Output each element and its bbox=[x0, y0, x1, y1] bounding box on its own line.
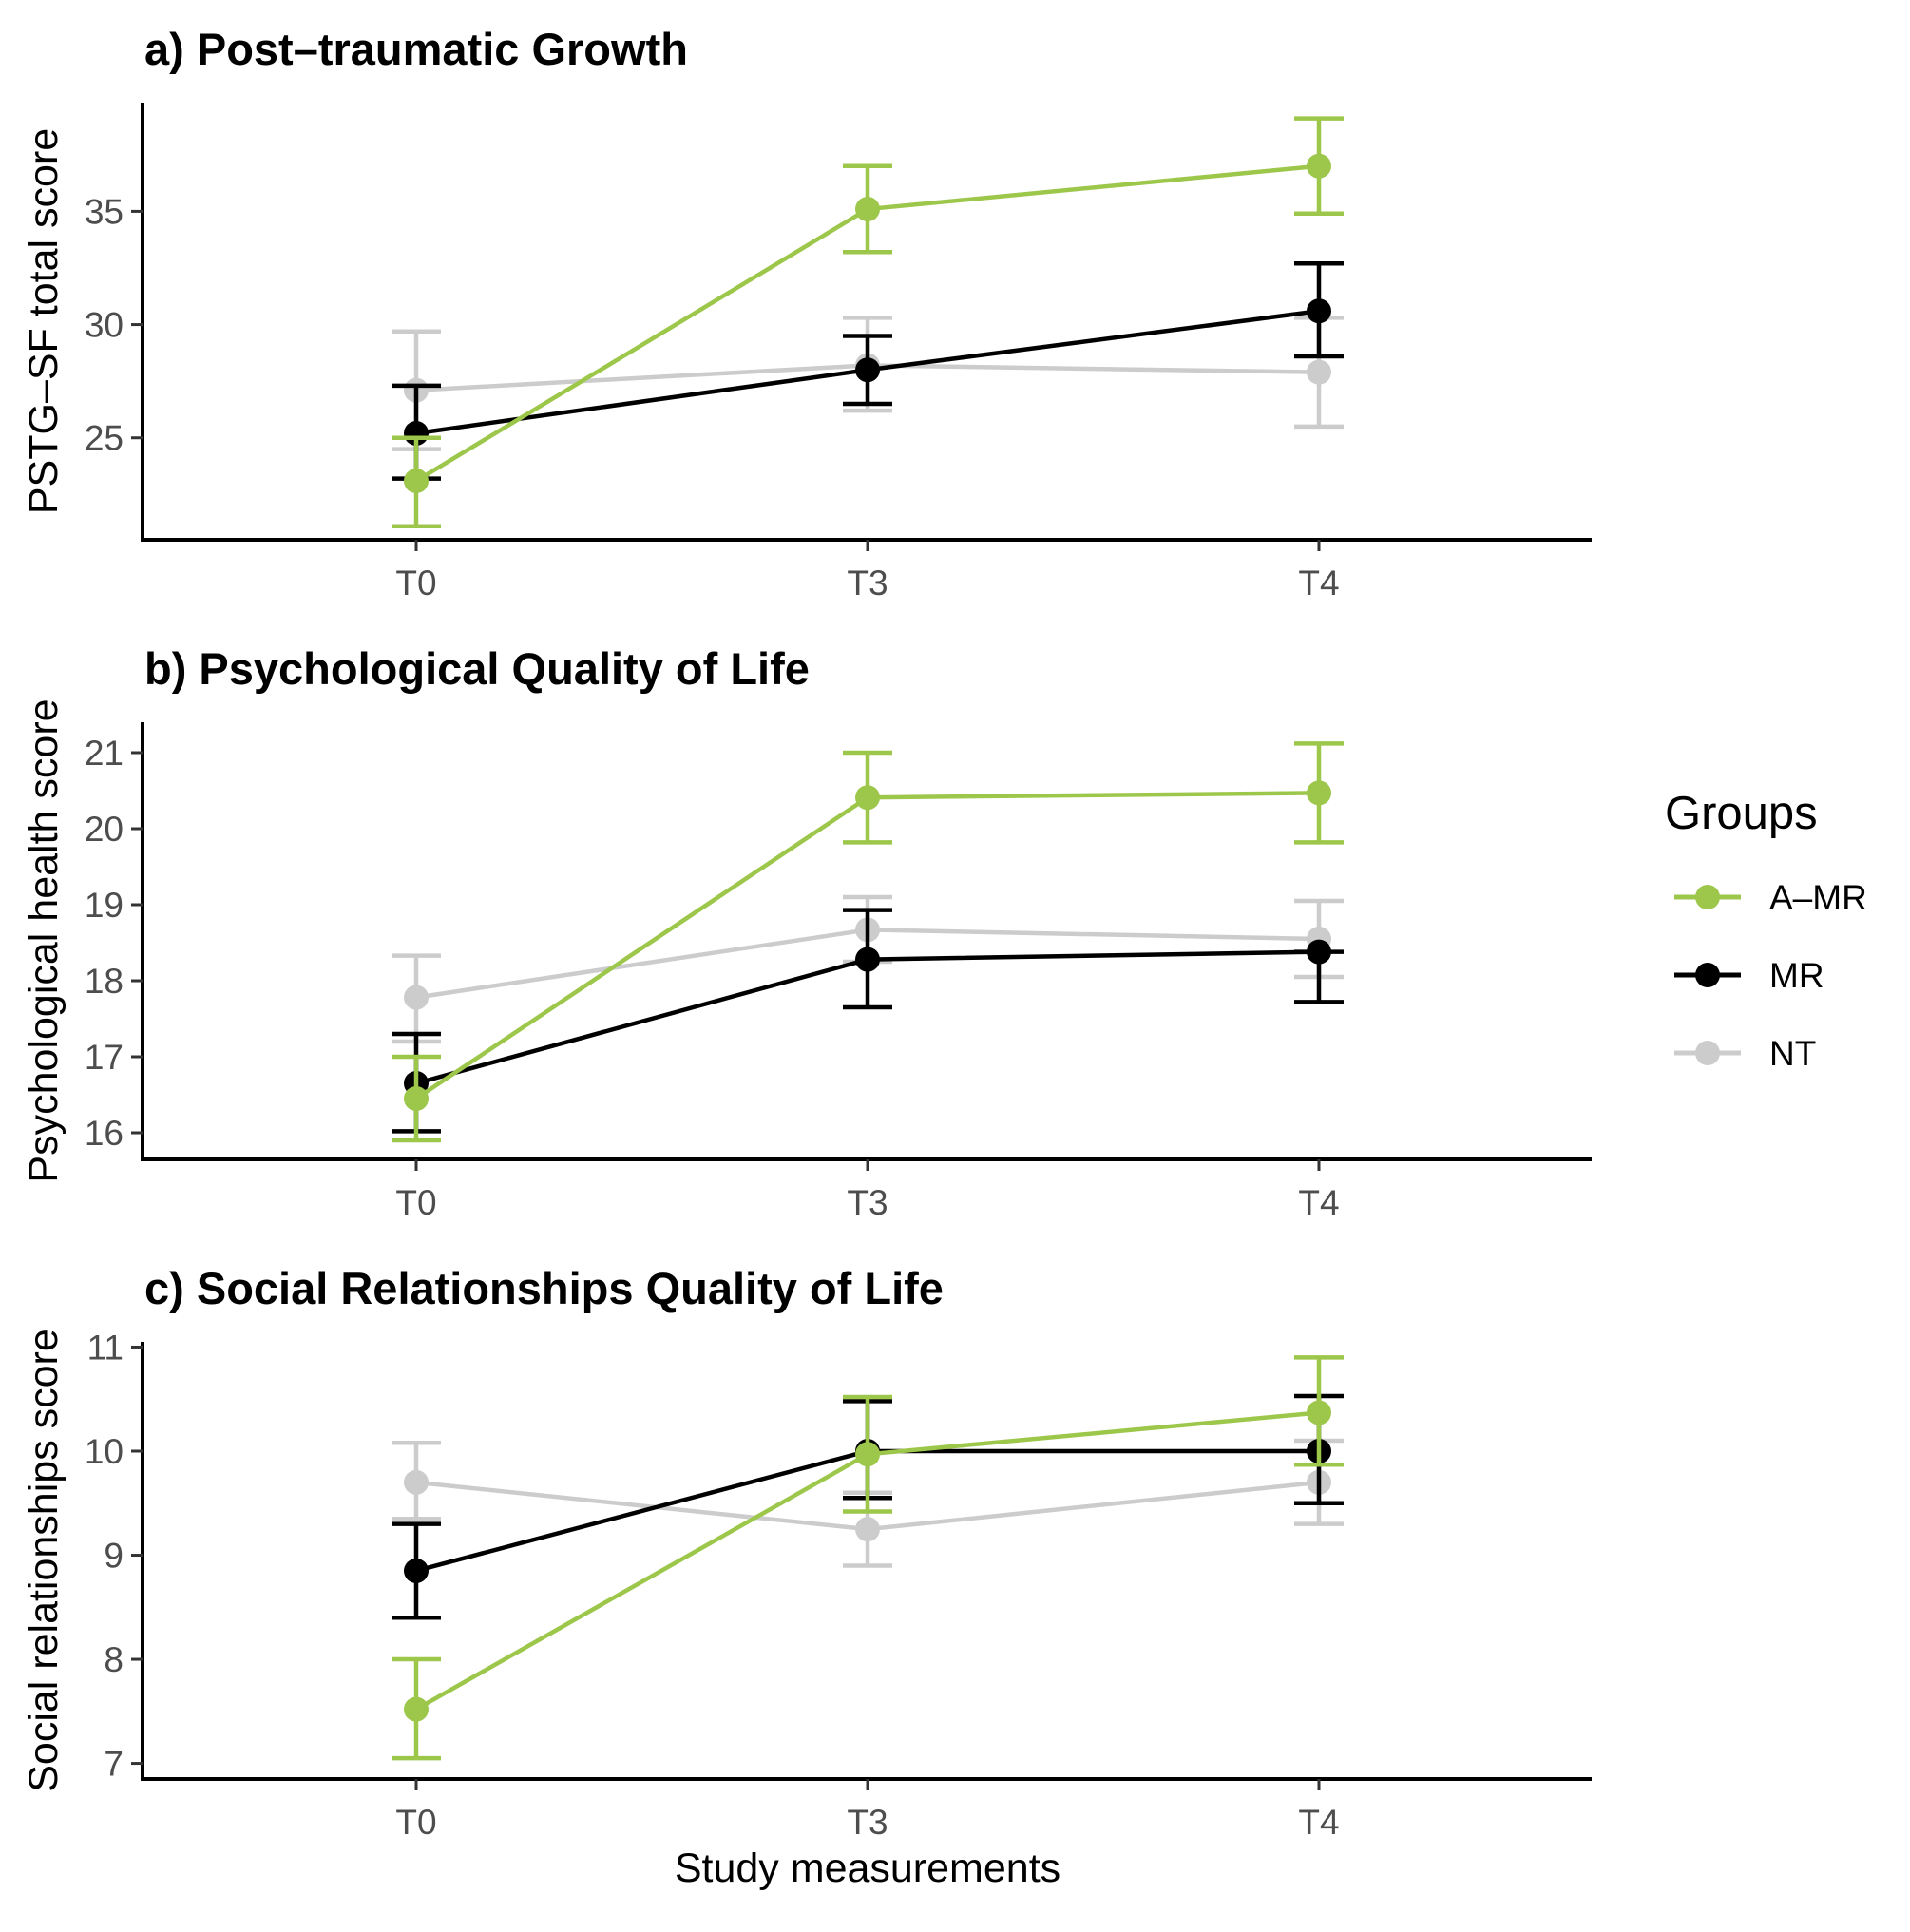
y-tick-label: 25 bbox=[85, 419, 124, 458]
data-point bbox=[404, 469, 429, 494]
panel-post-traumatic-growth: a) Post–traumatic Growth PSTG–SF total s… bbox=[21, 24, 1592, 603]
y-tick-label: 21 bbox=[85, 734, 124, 773]
y-tick-label: 35 bbox=[85, 192, 124, 231]
legend-key-point bbox=[1695, 1041, 1720, 1065]
data-point bbox=[1307, 1400, 1331, 1425]
x-tick-label: T4 bbox=[1298, 564, 1339, 603]
y-tick-label: 7 bbox=[104, 1745, 124, 1784]
y-tick-label: 20 bbox=[85, 810, 124, 849]
legend-item: A–MR bbox=[1674, 878, 1867, 917]
data-point bbox=[855, 197, 880, 222]
y-tick-label: 8 bbox=[104, 1640, 124, 1679]
y-axis-title: Psychological health score bbox=[21, 698, 67, 1182]
legend-item: MR bbox=[1674, 956, 1824, 995]
y-tick-label: 17 bbox=[85, 1038, 124, 1077]
series-mr bbox=[392, 260, 1344, 481]
data-point bbox=[855, 1442, 880, 1467]
y-tick-label: 11 bbox=[87, 1328, 124, 1367]
legend-key-point bbox=[1695, 963, 1720, 987]
x-tick-label: T3 bbox=[847, 1183, 888, 1222]
legend-label: MR bbox=[1769, 956, 1824, 995]
panel-title: c) Social Relationships Quality of Life bbox=[144, 1263, 944, 1313]
data-point bbox=[1307, 939, 1331, 965]
x-tick-label: T3 bbox=[847, 1803, 888, 1842]
x-tick-label: T0 bbox=[395, 1803, 436, 1842]
series-a-mr bbox=[392, 116, 1344, 528]
data-point bbox=[1307, 359, 1331, 385]
data-point bbox=[855, 947, 880, 972]
data-point bbox=[1307, 153, 1331, 179]
x-tick-label: T3 bbox=[847, 564, 888, 603]
panel-title: b) Psychological Quality of Life bbox=[144, 643, 810, 694]
y-tick-label: 18 bbox=[85, 962, 124, 1001]
data-point bbox=[1307, 780, 1331, 806]
y-tick-label: 30 bbox=[85, 306, 124, 345]
y-tick-label: 16 bbox=[85, 1114, 124, 1153]
x-axis-title: Study measurements bbox=[675, 1846, 1060, 1891]
legend-label: NT bbox=[1769, 1034, 1816, 1073]
y-tick-label: 9 bbox=[104, 1537, 124, 1576]
panel-title: a) Post–traumatic Growth bbox=[144, 24, 688, 74]
legend-key-point bbox=[1695, 885, 1720, 909]
panel-social-relationships-qol: c) Social Relationships Quality of Life … bbox=[21, 1263, 1592, 1891]
data-point bbox=[855, 1517, 880, 1542]
y-axis-title: PSTG–SF total score bbox=[21, 128, 67, 514]
series-mr bbox=[392, 908, 1344, 1134]
data-point bbox=[404, 985, 429, 1010]
legend-title: Groups bbox=[1665, 788, 1818, 839]
data-point bbox=[404, 1696, 429, 1722]
data-point bbox=[404, 1558, 429, 1583]
data-point bbox=[404, 1086, 429, 1111]
data-point bbox=[404, 1469, 429, 1495]
data-point bbox=[855, 357, 880, 383]
data-point bbox=[1307, 298, 1331, 324]
series-a-mr bbox=[392, 1355, 1344, 1761]
y-tick-label: 10 bbox=[85, 1432, 124, 1471]
x-tick-label: T4 bbox=[1298, 1183, 1339, 1222]
y-axis-title: Social relationships score bbox=[21, 1329, 67, 1792]
legend: Groups A–MR MR NT bbox=[1665, 788, 1867, 1073]
y-tick-label: 19 bbox=[85, 886, 124, 925]
panel-psychological-qol: b) Psychological Quality of Life Psychol… bbox=[21, 643, 1592, 1222]
x-tick-label: T0 bbox=[395, 1183, 436, 1222]
x-tick-label: T4 bbox=[1298, 1803, 1339, 1842]
series-a-mr bbox=[392, 741, 1344, 1143]
data-point bbox=[855, 785, 880, 811]
legend-label: A–MR bbox=[1769, 878, 1867, 917]
x-tick-label: T0 bbox=[395, 564, 436, 603]
legend-item: NT bbox=[1674, 1034, 1816, 1073]
